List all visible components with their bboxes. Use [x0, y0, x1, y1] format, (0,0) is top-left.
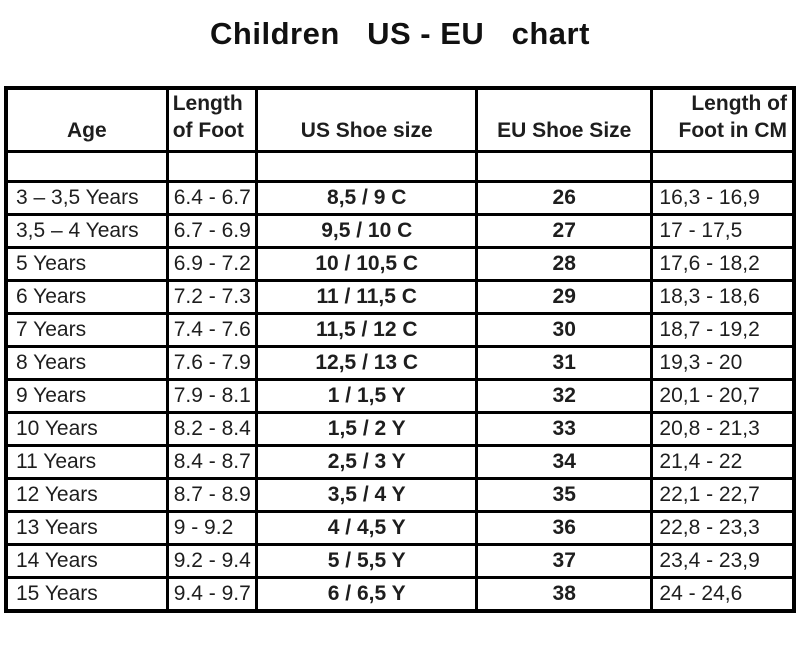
cell-foot-length: 9 - 9.2 — [165, 509, 259, 546]
header-row: Age Length of Foot US Shoe size EU Shoe … — [4, 86, 796, 153]
header-eu-shoe-size: EU Shoe Size — [475, 86, 654, 153]
cell-foot-cm: 18,3 - 18,6 — [650, 278, 796, 315]
table-row: 6 Years 7.2 - 7.3 11 / 11,5 C 29 18,3 - … — [4, 278, 796, 315]
cell-foot-cm: 18,7 - 19,2 — [650, 311, 796, 348]
cell-eu-size: 36 — [475, 509, 654, 546]
cell-foot-length: 9.2 - 9.4 — [165, 542, 259, 579]
cell-foot-cm: 21,4 - 22 — [650, 443, 796, 480]
cell-foot-cm: 22,8 - 23,3 — [650, 509, 796, 546]
cell-foot-cm: 20,8 - 21,3 — [650, 410, 796, 447]
cell-age: 3,5 – 4 Years — [4, 212, 169, 249]
cell-foot-cm: 22,1 - 22,7 — [650, 476, 796, 513]
cell-us-size: 11 / 11,5 C — [255, 278, 479, 315]
cell-eu-size: 26 — [475, 179, 654, 216]
table-row: 15 Years 9.4 - 9.7 6 / 6,5 Y 38 24 - 24,… — [4, 575, 796, 613]
cell-foot-cm: 20,1 - 20,7 — [650, 377, 796, 414]
size-chart-table: Age Length of Foot US Shoe size EU Shoe … — [4, 86, 796, 613]
cell-us-size: 4 / 4,5 Y — [255, 509, 479, 546]
table-row: 13 Years 9 - 9.2 4 / 4,5 Y 36 22,8 - 23,… — [4, 509, 796, 546]
cell-age: 6 Years — [4, 278, 169, 315]
empty-cell — [255, 149, 479, 183]
header-us-shoe-size: US Shoe size — [255, 86, 479, 153]
cell-foot-cm: 17,6 - 18,2 — [650, 245, 796, 282]
cell-foot-length: 8.7 - 8.9 — [165, 476, 259, 513]
table-row: 14 Years 9.2 - 9.4 5 / 5,5 Y 37 23,4 - 2… — [4, 542, 796, 579]
cell-foot-length: 8.4 - 8.7 — [165, 443, 259, 480]
table-row: 3,5 – 4 Years 6.7 - 6.9 9,5 / 10 C 27 17… — [4, 212, 796, 249]
cell-eu-size: 38 — [475, 575, 654, 613]
cell-us-size: 10 / 10,5 C — [255, 245, 479, 282]
empty-cell — [165, 149, 259, 183]
cell-eu-size: 27 — [475, 212, 654, 249]
cell-us-size: 6 / 6,5 Y — [255, 575, 479, 613]
empty-cell — [650, 149, 796, 183]
cell-us-size: 1 / 1,5 Y — [255, 377, 479, 414]
cell-foot-length: 8.2 - 8.4 — [165, 410, 259, 447]
header-length-of-foot: Length of Foot — [165, 86, 259, 153]
cell-foot-length: 7.6 - 7.9 — [165, 344, 259, 381]
cell-eu-size: 28 — [475, 245, 654, 282]
header-age: Age — [4, 86, 169, 153]
cell-foot-length: 6.7 - 6.9 — [165, 212, 259, 249]
table-row: 5 Years 6.9 - 7.2 10 / 10,5 C 28 17,6 - … — [4, 245, 796, 282]
cell-foot-length: 7.4 - 7.6 — [165, 311, 259, 348]
header-length-foot-cm: Length of Foot in CM — [650, 86, 796, 153]
cell-eu-size: 31 — [475, 344, 654, 381]
cell-us-size: 8,5 / 9 C — [255, 179, 479, 216]
cell-us-size: 2,5 / 3 Y — [255, 443, 479, 480]
empty-cell — [475, 149, 654, 183]
cell-us-size: 3,5 / 4 Y — [255, 476, 479, 513]
cell-age: 14 Years — [4, 542, 169, 579]
cell-us-size: 12,5 / 13 C — [255, 344, 479, 381]
cell-age: 12 Years — [4, 476, 169, 513]
cell-eu-size: 30 — [475, 311, 654, 348]
page-title: Children US - EU chart — [210, 16, 590, 51]
cell-age: 7 Years — [4, 311, 169, 348]
cell-foot-cm: 19,3 - 20 — [650, 344, 796, 381]
cell-foot-length: 7.2 - 7.3 — [165, 278, 259, 315]
cell-foot-length: 9.4 - 9.7 — [165, 575, 259, 613]
cell-us-size: 11,5 / 12 C — [255, 311, 479, 348]
cell-foot-length: 6.9 - 7.2 — [165, 245, 259, 282]
cell-eu-size: 35 — [475, 476, 654, 513]
cell-eu-size: 34 — [475, 443, 654, 480]
cell-eu-size: 33 — [475, 410, 654, 447]
empty-row — [4, 149, 796, 183]
empty-cell — [4, 149, 169, 183]
cell-us-size: 9,5 / 10 C — [255, 212, 479, 249]
table-row: 10 Years 8.2 - 8.4 1,5 / 2 Y 33 20,8 - 2… — [4, 410, 796, 447]
cell-age: 9 Years — [4, 377, 169, 414]
cell-us-size: 1,5 / 2 Y — [255, 410, 479, 447]
cell-age: 15 Years — [4, 575, 169, 613]
table-row: 7 Years 7.4 - 7.6 11,5 / 12 C 30 18,7 - … — [4, 311, 796, 348]
cell-us-size: 5 / 5,5 Y — [255, 542, 479, 579]
table-row: 11 Years 8.4 - 8.7 2,5 / 3 Y 34 21,4 - 2… — [4, 443, 796, 480]
table-row: 3 – 3,5 Years 6.4 - 6.7 8,5 / 9 C 26 16,… — [4, 179, 796, 216]
cell-age: 11 Years — [4, 443, 169, 480]
cell-age: 10 Years — [4, 410, 169, 447]
cell-foot-cm: 23,4 - 23,9 — [650, 542, 796, 579]
cell-eu-size: 37 — [475, 542, 654, 579]
cell-foot-length: 6.4 - 6.7 — [165, 179, 259, 216]
cell-age: 3 – 3,5 Years — [4, 179, 169, 216]
cell-foot-cm: 24 - 24,6 — [650, 575, 796, 613]
cell-eu-size: 29 — [475, 278, 654, 315]
cell-age: 8 Years — [4, 344, 169, 381]
cell-age: 13 Years — [4, 509, 169, 546]
cell-foot-cm: 17 - 17,5 — [650, 212, 796, 249]
table-row: 9 Years 7.9 - 8.1 1 / 1,5 Y 32 20,1 - 20… — [4, 377, 796, 414]
table-row: 8 Years 7.6 - 7.9 12,5 / 13 C 31 19,3 - … — [4, 344, 796, 381]
cell-foot-length: 7.9 - 8.1 — [165, 377, 259, 414]
cell-age: 5 Years — [4, 245, 169, 282]
cell-foot-cm: 16,3 - 16,9 — [650, 179, 796, 216]
table-row: 12 Years 8.7 - 8.9 3,5 / 4 Y 35 22,1 - 2… — [4, 476, 796, 513]
cell-eu-size: 32 — [475, 377, 654, 414]
children-size-chart-page: Children US - EU chart Age Length of Foo… — [0, 16, 800, 613]
